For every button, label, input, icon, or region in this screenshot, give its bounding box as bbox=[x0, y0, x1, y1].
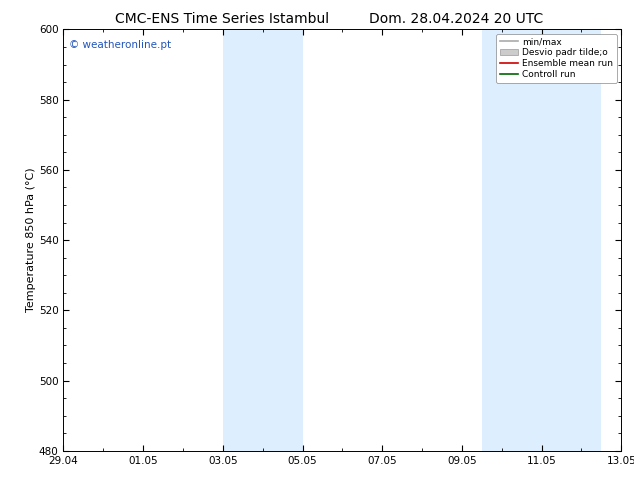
Text: © weatheronline.pt: © weatheronline.pt bbox=[69, 40, 171, 50]
Text: CMC-ENS Time Series Istambul: CMC-ENS Time Series Istambul bbox=[115, 12, 329, 26]
Legend: min/max, Desvio padr tilde;o, Ensemble mean run, Controll run: min/max, Desvio padr tilde;o, Ensemble m… bbox=[496, 34, 617, 82]
Y-axis label: Temperature 850 hPa (°C): Temperature 850 hPa (°C) bbox=[26, 168, 36, 313]
Bar bbox=[223, 29, 302, 451]
Bar bbox=[482, 29, 602, 451]
Text: Dom. 28.04.2024 20 UTC: Dom. 28.04.2024 20 UTC bbox=[370, 12, 543, 26]
